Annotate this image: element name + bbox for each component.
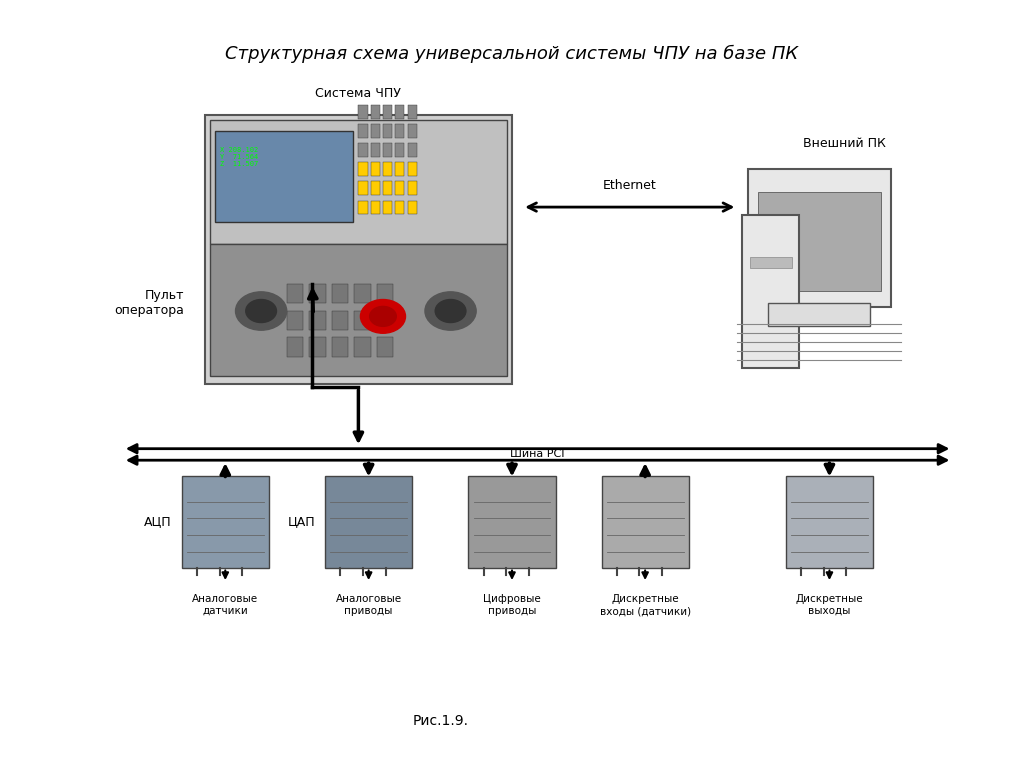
FancyBboxPatch shape xyxy=(786,476,872,568)
FancyBboxPatch shape xyxy=(383,182,392,196)
FancyBboxPatch shape xyxy=(309,337,326,357)
FancyBboxPatch shape xyxy=(395,163,404,176)
FancyBboxPatch shape xyxy=(371,163,380,176)
Text: Пульт
оператора: Пульт оператора xyxy=(115,289,184,317)
Circle shape xyxy=(425,291,476,330)
Text: Ethernet: Ethernet xyxy=(603,179,656,192)
FancyBboxPatch shape xyxy=(205,115,512,384)
Circle shape xyxy=(246,299,276,322)
FancyBboxPatch shape xyxy=(383,201,392,215)
FancyBboxPatch shape xyxy=(326,476,412,568)
FancyBboxPatch shape xyxy=(602,476,688,568)
FancyBboxPatch shape xyxy=(395,143,404,157)
FancyBboxPatch shape xyxy=(408,105,417,119)
FancyBboxPatch shape xyxy=(182,476,268,568)
Circle shape xyxy=(360,299,406,333)
Text: Дискретные
входы (датчики): Дискретные входы (датчики) xyxy=(600,594,690,616)
FancyBboxPatch shape xyxy=(377,284,393,303)
FancyBboxPatch shape xyxy=(354,311,371,330)
FancyBboxPatch shape xyxy=(748,169,891,307)
Text: Аналоговые
датчики: Аналоговые датчики xyxy=(193,594,258,616)
FancyBboxPatch shape xyxy=(758,192,881,291)
FancyBboxPatch shape xyxy=(358,163,368,176)
FancyBboxPatch shape xyxy=(371,182,380,196)
FancyBboxPatch shape xyxy=(332,337,348,357)
FancyBboxPatch shape xyxy=(287,337,303,357)
FancyBboxPatch shape xyxy=(210,120,507,244)
FancyBboxPatch shape xyxy=(332,311,348,330)
FancyBboxPatch shape xyxy=(383,163,392,176)
FancyBboxPatch shape xyxy=(358,143,368,157)
Text: АЦП: АЦП xyxy=(144,515,171,528)
FancyBboxPatch shape xyxy=(383,143,392,157)
FancyBboxPatch shape xyxy=(309,311,326,330)
Text: Внешний ПК: Внешний ПК xyxy=(804,137,886,150)
FancyBboxPatch shape xyxy=(742,215,799,368)
Text: Дискретные
выходы: Дискретные выходы xyxy=(796,594,863,616)
FancyBboxPatch shape xyxy=(395,201,404,215)
FancyBboxPatch shape xyxy=(358,105,368,119)
FancyBboxPatch shape xyxy=(408,201,417,215)
FancyBboxPatch shape xyxy=(287,311,303,330)
FancyBboxPatch shape xyxy=(377,337,393,357)
FancyBboxPatch shape xyxy=(358,182,368,196)
FancyBboxPatch shape xyxy=(383,105,392,119)
FancyBboxPatch shape xyxy=(377,311,393,330)
FancyBboxPatch shape xyxy=(354,284,371,303)
FancyBboxPatch shape xyxy=(395,124,404,138)
FancyBboxPatch shape xyxy=(395,182,404,196)
Text: Цифровые
приводы: Цифровые приводы xyxy=(483,594,541,616)
FancyBboxPatch shape xyxy=(371,105,380,119)
Text: X 208.102
Y  71.564
Z  11.507: X 208.102 Y 71.564 Z 11.507 xyxy=(220,147,258,167)
Circle shape xyxy=(435,299,466,322)
FancyBboxPatch shape xyxy=(408,182,417,196)
FancyBboxPatch shape xyxy=(371,124,380,138)
FancyBboxPatch shape xyxy=(395,105,404,119)
FancyBboxPatch shape xyxy=(371,201,380,215)
FancyBboxPatch shape xyxy=(354,337,371,357)
FancyBboxPatch shape xyxy=(408,124,417,138)
FancyBboxPatch shape xyxy=(215,131,353,222)
FancyBboxPatch shape xyxy=(750,257,792,268)
Circle shape xyxy=(370,306,396,327)
FancyBboxPatch shape xyxy=(408,143,417,157)
FancyBboxPatch shape xyxy=(383,124,392,138)
Text: Рис.1.9.: Рис.1.9. xyxy=(413,714,468,728)
FancyBboxPatch shape xyxy=(768,303,870,326)
Text: Шина PCI: Шина PCI xyxy=(510,449,565,459)
Text: Система ЧПУ: Система ЧПУ xyxy=(315,87,401,100)
FancyBboxPatch shape xyxy=(332,284,348,303)
FancyBboxPatch shape xyxy=(287,284,303,303)
FancyBboxPatch shape xyxy=(469,476,555,568)
FancyBboxPatch shape xyxy=(309,284,326,303)
Text: Аналоговые
приводы: Аналоговые приводы xyxy=(336,594,401,616)
FancyBboxPatch shape xyxy=(408,163,417,176)
FancyBboxPatch shape xyxy=(371,143,380,157)
Text: Структурная схема универсальной системы ЧПУ на базе ПК: Структурная схема универсальной системы … xyxy=(225,44,799,63)
FancyBboxPatch shape xyxy=(210,244,507,376)
FancyBboxPatch shape xyxy=(358,201,368,215)
Circle shape xyxy=(236,291,287,330)
FancyBboxPatch shape xyxy=(358,124,368,138)
Text: ЦАП: ЦАП xyxy=(288,515,315,528)
